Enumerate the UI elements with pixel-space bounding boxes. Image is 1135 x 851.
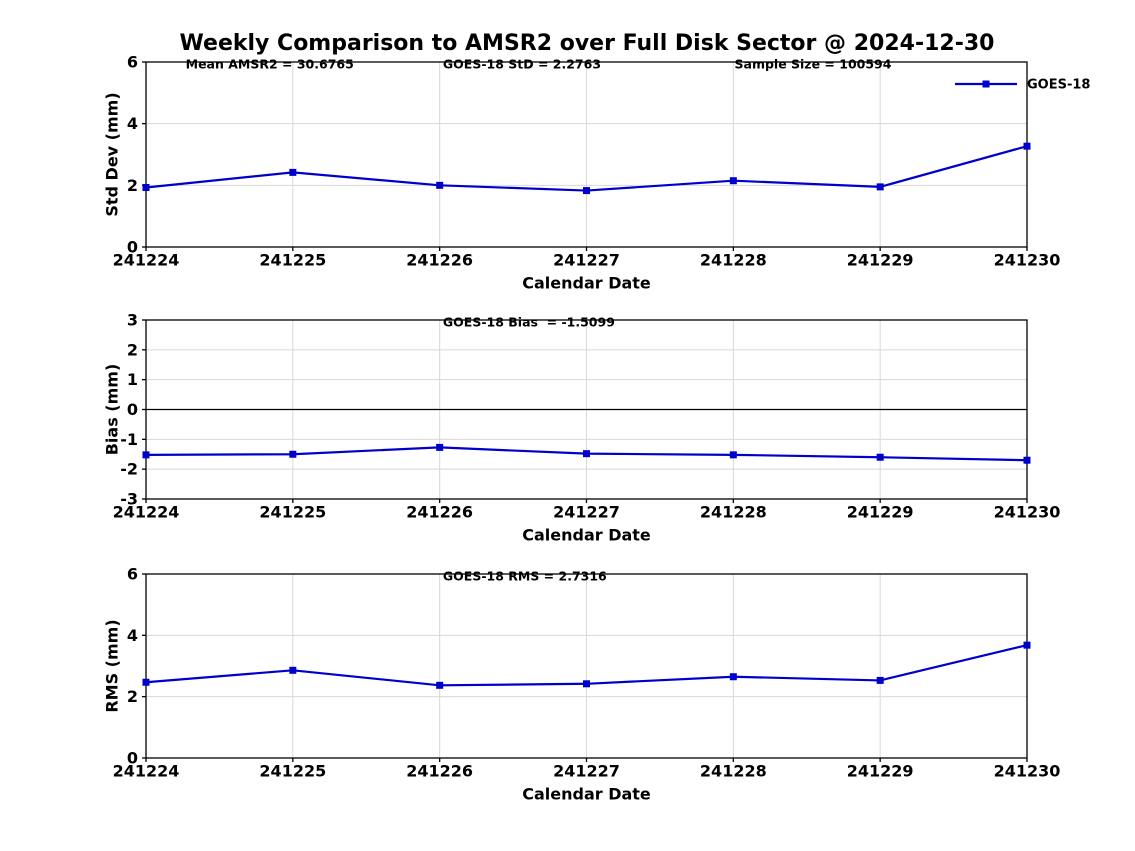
x-axis-label: Calendar Date [522, 785, 651, 804]
data-point-marker [142, 183, 150, 191]
y-tick-label: -1 [120, 430, 138, 449]
annotation-text: Sample Size = 100594 [735, 57, 892, 72]
x-tick-label: 241226 [406, 251, 473, 270]
y-axis-label: RMS (mm) [103, 619, 122, 712]
x-tick-label: 241230 [994, 762, 1061, 781]
subplot-bias: 241224 241225 241226 241227 241228 241229 2412… [103, 311, 1061, 545]
data-point-marker [436, 681, 444, 689]
y-tick-label: 1 [127, 370, 138, 389]
y-tick-label: 6 [127, 565, 138, 584]
data-point-marker [436, 443, 444, 451]
data-point-marker [142, 451, 150, 459]
y-tick-label: 0 [127, 400, 138, 419]
x-tick-label: 241229 [847, 251, 914, 270]
x-tick-label: 241224 [113, 762, 180, 781]
data-point-marker [1023, 456, 1031, 464]
data-point-marker [583, 680, 590, 688]
y-tick-label: 2 [127, 340, 138, 359]
x-tick-label: 241225 [259, 762, 326, 781]
x-tick-label: 241224 [113, 503, 180, 522]
subplot-rms: 241224 241225 241226 241227 241228 241229 2412… [103, 565, 1061, 804]
y-tick-label: -3 [120, 490, 138, 509]
data-point-marker [583, 450, 590, 458]
x-tick-label: 241226 [406, 503, 473, 522]
x-tick-label: 241225 [259, 251, 326, 270]
x-tick-label: 241228 [700, 762, 767, 781]
subplot-std-dev: 241224 241225 241226 241227 241228 241229 2412… [103, 53, 1091, 293]
y-axis-label: Bias (mm) [103, 364, 122, 456]
x-tick-label: 241227 [553, 503, 620, 522]
x-tick-label: 241227 [553, 251, 620, 270]
annotation-text: GOES-18 RMS = 2.7316 [443, 569, 607, 584]
x-tick-label: 241230 [994, 503, 1061, 522]
figure-title: Weekly Comparison to AMSR2 over Full Dis… [179, 31, 995, 56]
x-tick-label: 241225 [259, 503, 326, 522]
data-point-marker [729, 673, 737, 681]
x-axis-label: Calendar Date [522, 274, 651, 293]
data-point-marker [876, 183, 884, 191]
data-point-marker [289, 168, 297, 176]
annotation-text: GOES-18 Bias = -1.5099 [443, 315, 615, 330]
y-tick-label: 2 [127, 687, 138, 706]
x-tick-label: 241227 [553, 762, 620, 781]
data-point-marker [583, 187, 590, 195]
data-point-marker [729, 451, 737, 459]
y-tick-label: 0 [127, 238, 138, 257]
y-tick-label: 6 [127, 53, 138, 72]
annotation-text: GOES-18 StD = 2.2763 [443, 57, 601, 72]
x-axis-label: Calendar Date [522, 526, 651, 545]
y-tick-label: 4 [127, 626, 138, 645]
data-point-marker [729, 177, 737, 185]
y-tick-label: 3 [127, 311, 138, 330]
data-point-marker [876, 453, 884, 461]
data-point-marker [142, 678, 150, 686]
data-point-marker [1023, 142, 1031, 150]
legend: GOES-18 [955, 78, 1090, 93]
annotation-text: Mean AMSR2 = 30.6765 [186, 57, 354, 72]
data-point-marker [289, 666, 297, 674]
x-tick-label: 241224 [113, 251, 180, 270]
x-tick-label: 241230 [994, 251, 1061, 270]
legend-label: GOES-18 [1027, 78, 1090, 93]
y-tick-label: -2 [120, 460, 138, 479]
data-point-marker [289, 450, 297, 458]
legend-marker [982, 80, 990, 88]
y-tick-label: 4 [127, 114, 138, 133]
x-tick-label: 241229 [847, 503, 914, 522]
y-tick-label: 0 [127, 749, 138, 768]
x-tick-label: 241229 [847, 762, 914, 781]
data-point-marker [436, 181, 444, 189]
y-tick-label: 2 [127, 176, 138, 195]
y-axis-label: Std Dev (mm) [103, 92, 122, 216]
x-tick-label: 241228 [700, 503, 767, 522]
x-tick-label: 241226 [406, 762, 473, 781]
data-point-marker [1023, 641, 1031, 649]
x-tick-label: 241228 [700, 251, 767, 270]
data-point-marker [876, 676, 884, 684]
